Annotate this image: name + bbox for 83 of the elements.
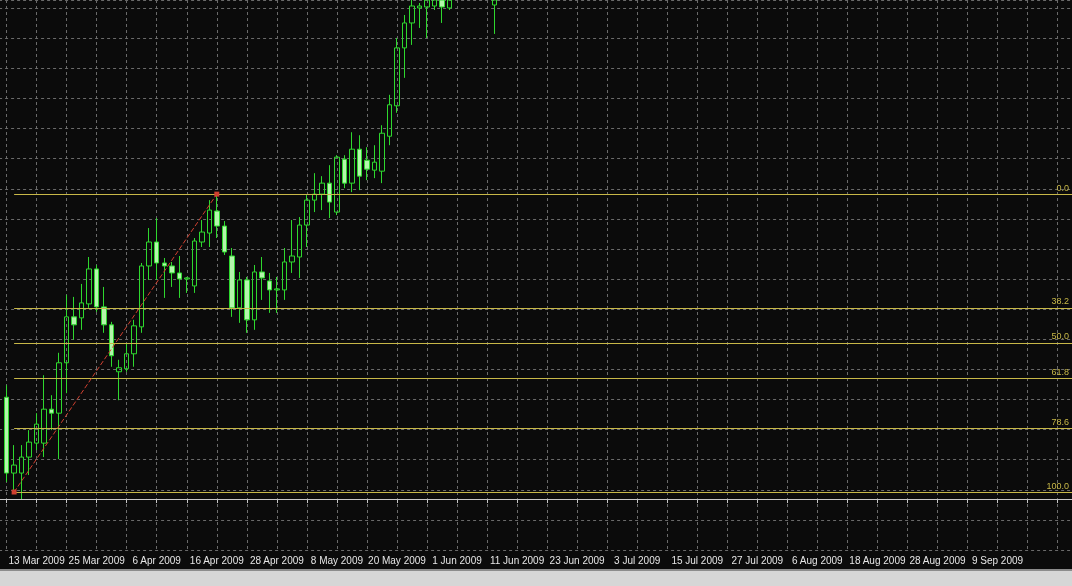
candlestick [94, 264, 99, 313]
x-tick-label: 23 Jun 2009 [549, 554, 606, 566]
candlestick [379, 124, 385, 184]
annotation: 78.6 [1051, 416, 1069, 427]
x-tick-label: 8 May 2009 [310, 554, 364, 566]
x-tick-label: 20 May 2009 [368, 554, 427, 566]
annotation: 100.0 [1046, 480, 1069, 491]
candlestick [79, 283, 84, 331]
candlestick [289, 219, 295, 274]
annotation: 38.2 [1051, 296, 1069, 307]
candlestick [492, 0, 497, 35]
x-tick-label: 28 Apr 2009 [249, 554, 305, 566]
candlestick [169, 261, 175, 288]
candlestick [177, 255, 182, 299]
x-tick-label: 16 Apr 2009 [189, 554, 245, 566]
candlestick [349, 131, 355, 193]
candlestick [4, 384, 9, 483]
candlestick [199, 219, 205, 248]
candlestick [19, 444, 24, 500]
x-tick-label: 15 Jul 2009 [671, 554, 724, 566]
candlestick [312, 172, 317, 213]
candlestick [327, 164, 332, 219]
annotation: 61.8 [1051, 366, 1069, 377]
candlestick [109, 321, 114, 368]
candlestick [357, 134, 362, 191]
x-tick-label: 6 Apr 2009 [132, 554, 182, 566]
x-tick-label: 28 Aug 2009 [909, 554, 966, 566]
candlestick [229, 247, 235, 318]
candlestick [409, 0, 415, 46]
x-tick-label: 27 Jul 2009 [731, 554, 784, 566]
candlestick [334, 154, 340, 216]
candlestick [162, 257, 167, 299]
candlestick [86, 256, 92, 309]
candlestick [184, 276, 190, 294]
candlestick [319, 175, 325, 211]
candlestick [49, 394, 54, 431]
candlestick [252, 264, 257, 331]
x-tick-label: 25 Mar 2009 [68, 554, 126, 566]
x-tick-label: 1 Jun 2009 [432, 554, 483, 566]
candlestick [222, 220, 227, 256]
candlestick [71, 296, 77, 341]
candlestick [139, 262, 144, 334]
candlestick [101, 286, 107, 334]
candlestick [207, 199, 212, 248]
candlestick [56, 352, 62, 460]
candlestick [394, 37, 400, 114]
candlestick [116, 359, 122, 401]
candlestick [267, 272, 272, 314]
candlestick [131, 319, 137, 368]
candlestick [154, 217, 159, 281]
x-tick-label: 3 Jul 2009 [614, 554, 661, 566]
candlestick [237, 271, 242, 324]
annotation: 50.0 [1051, 331, 1069, 342]
candlestick [417, 2, 422, 29]
candlestick [64, 294, 69, 394]
candlestick [274, 276, 280, 314]
candlestick [259, 256, 265, 301]
x-tick-label: 9 Sep 2009 [971, 554, 1024, 566]
candlestick [304, 194, 310, 248]
candlestick [387, 94, 392, 146]
candlestick [424, 0, 430, 39]
candlestick [282, 247, 287, 301]
candlestick [34, 412, 39, 451]
candlestick [364, 146, 370, 181]
candlestick [146, 227, 152, 281]
candlestick [372, 144, 377, 179]
candlestick [402, 14, 407, 79]
candlestick [439, 0, 445, 24]
candlestick [192, 237, 197, 294]
candlestick [342, 154, 347, 189]
candlestick [26, 429, 32, 476]
x-tick-label: 6 Aug 2009 [792, 554, 844, 566]
candlestick [244, 276, 250, 334]
candlestick [124, 343, 129, 373]
candlestick [41, 374, 47, 458]
candlestick [447, 0, 452, 11]
candlestick [432, 0, 437, 11]
annotation: 0.0 [1056, 182, 1069, 193]
candlestick [297, 216, 302, 279]
x-tick-label: 18 Aug 2009 [849, 554, 906, 566]
x-tick-label: 11 Jun 2009 [489, 554, 545, 566]
candlestick [214, 193, 220, 239]
x-tick-label: 13 Mar 2009 [8, 554, 66, 566]
